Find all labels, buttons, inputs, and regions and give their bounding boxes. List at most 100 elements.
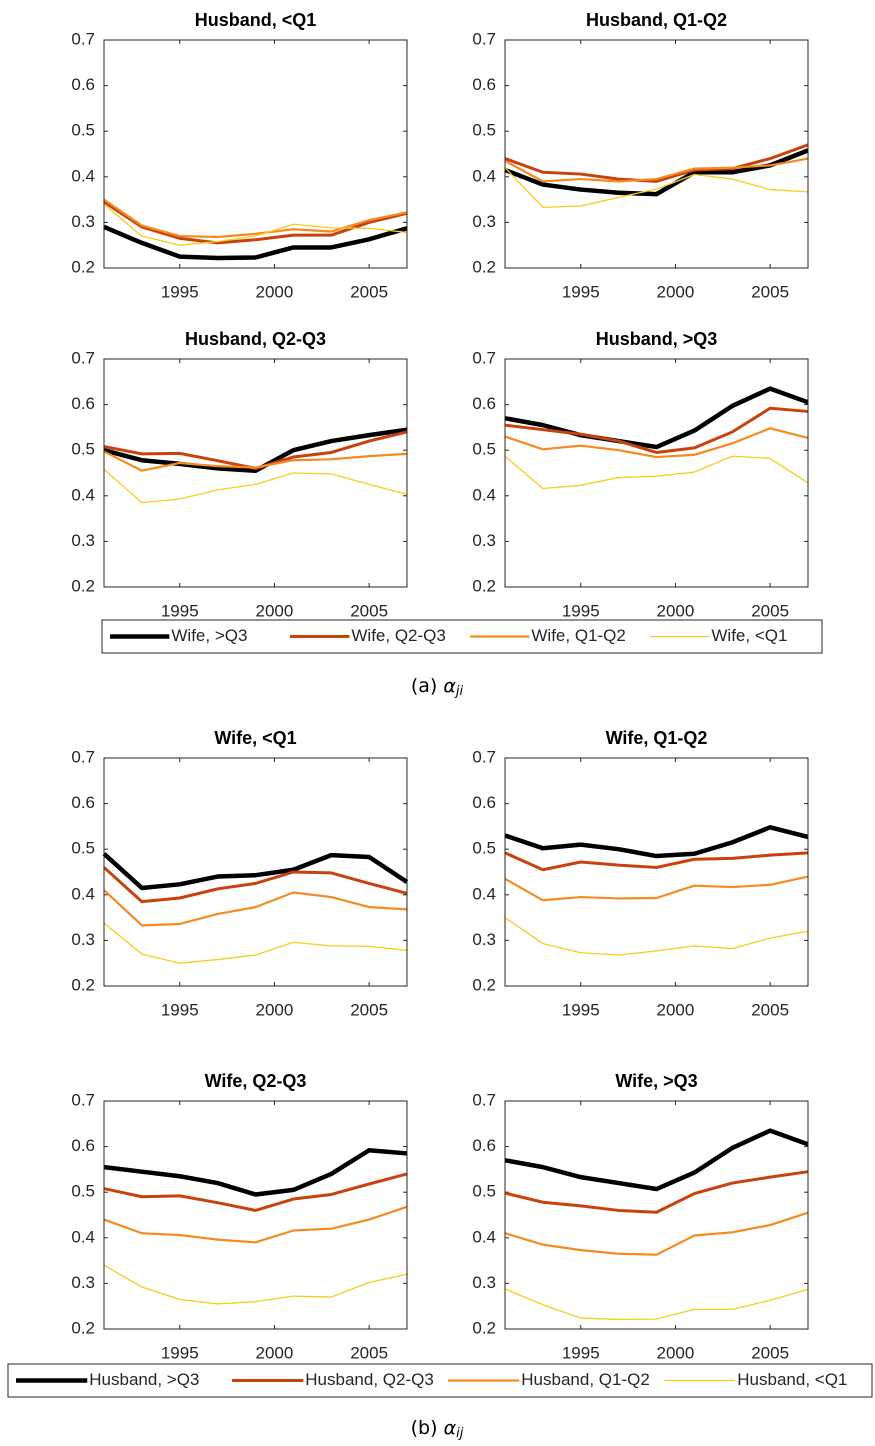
y-tick-label: 0.4 [472, 485, 496, 504]
x-tick-label: 2000 [657, 1343, 695, 1362]
data-line [504, 406, 809, 454]
plot-box [103, 39, 408, 269]
y-tick-label: 0.2 [472, 975, 496, 994]
y-tick-label: 0.7 [71, 747, 95, 766]
x-tick-label: 2000 [657, 282, 695, 301]
x-tick-label: 1995 [161, 601, 199, 620]
y-tick-label: 0.3 [71, 930, 95, 949]
data-line [103, 1205, 408, 1244]
caption-label: (a) [411, 675, 437, 697]
x-tick-label: 1995 [562, 282, 600, 301]
y-tick-label: 0.2 [71, 975, 95, 994]
caption-symbol: α [443, 675, 456, 697]
y-tick-label: 0.6 [472, 1136, 496, 1155]
data-line [103, 224, 408, 261]
legend-label: Husband, >Q3 [89, 1370, 199, 1389]
y-tick-label: 0.7 [472, 29, 496, 48]
y-tick-label: 0.7 [472, 1090, 496, 1109]
y-tick-label: 0.6 [71, 75, 95, 94]
y-tick-label: 0.6 [472, 394, 496, 413]
x-tick-label: 2000 [256, 282, 294, 301]
y-tick-label: 0.4 [472, 1227, 496, 1246]
chart-title: Husband, <Q1 [195, 10, 317, 30]
legend-label: Wife, <Q1 [711, 626, 787, 645]
plot-box [504, 1100, 809, 1330]
chart-title: Wife, >Q3 [615, 1071, 697, 1091]
x-tick-label: 2000 [657, 1000, 695, 1019]
x-tick-label: 2000 [256, 601, 294, 620]
y-tick-label: 0.3 [472, 212, 496, 231]
y-tick-label: 0.4 [71, 166, 95, 185]
data-line [103, 1172, 408, 1212]
data-line [103, 1264, 408, 1305]
plot-box [504, 358, 809, 588]
data-line [504, 455, 809, 490]
legend-label: Husband, Q1-Q2 [521, 1370, 650, 1389]
x-tick-label: 1995 [562, 601, 600, 620]
y-tick-label: 0.4 [71, 1227, 95, 1246]
y-tick-label: 0.2 [472, 1318, 496, 1337]
y-tick-label: 0.2 [472, 257, 496, 276]
data-line [504, 157, 809, 183]
data-line [504, 1128, 809, 1192]
y-tick-label: 0.3 [71, 212, 95, 231]
y-tick-label: 0.7 [472, 747, 496, 766]
y-tick-label: 0.3 [472, 930, 496, 949]
caption-subscript: ij [456, 1426, 464, 1441]
data-line [504, 875, 809, 902]
caption-symbol: α [444, 1417, 457, 1439]
y-tick-label: 0.5 [472, 440, 496, 459]
x-tick-label: 2005 [751, 601, 789, 620]
y-tick-label: 0.5 [71, 1182, 95, 1201]
data-line [504, 917, 809, 956]
legend-label: Wife, >Q3 [171, 626, 247, 645]
y-tick-label: 0.5 [71, 440, 95, 459]
x-tick-label: 1995 [161, 1343, 199, 1362]
legend-label: Wife, Q1-Q2 [531, 626, 625, 645]
y-tick-label: 0.6 [71, 793, 95, 812]
y-tick-label: 0.2 [71, 1318, 95, 1337]
data-line [103, 200, 408, 245]
data-line [504, 386, 809, 450]
y-tick-label: 0.3 [71, 531, 95, 550]
legend-label: Wife, Q2-Q3 [351, 626, 445, 645]
data-line [504, 143, 809, 183]
x-tick-label: 2000 [256, 1000, 294, 1019]
data-line [504, 825, 809, 859]
x-tick-label: 2005 [350, 601, 388, 620]
y-tick-label: 0.4 [71, 884, 95, 903]
y-tick-label: 0.5 [472, 1182, 496, 1201]
data-line [102, 852, 409, 891]
x-tick-label: 2000 [657, 601, 695, 620]
y-tick-label: 0.6 [472, 793, 496, 812]
data-line [103, 450, 408, 472]
chart-title: Wife, Q2-Q3 [205, 1071, 307, 1091]
y-tick-label: 0.2 [472, 576, 496, 595]
chart-title: Husband, Q2-Q3 [185, 329, 326, 349]
y-tick-label: 0.6 [71, 394, 95, 413]
y-tick-label: 0.2 [71, 257, 95, 276]
data-line [102, 866, 408, 904]
y-tick-label: 0.3 [472, 1273, 496, 1292]
data-line [504, 148, 809, 197]
y-tick-label: 0.6 [472, 75, 496, 94]
data-line [504, 1288, 809, 1321]
plot-box [103, 1100, 408, 1330]
caption-label: (b) [411, 1417, 438, 1439]
y-tick-label: 0.2 [71, 576, 95, 595]
data-line [103, 468, 408, 504]
legend-label: Husband, <Q1 [737, 1370, 847, 1389]
chart-title: Wife, Q1-Q2 [606, 728, 708, 748]
caption: (a) αji [411, 675, 464, 699]
y-tick-label: 0.3 [472, 531, 496, 550]
y-tick-label: 0.7 [71, 1090, 95, 1109]
x-tick-label: 1995 [161, 1000, 199, 1019]
x-tick-label: 2005 [350, 1343, 388, 1362]
data-line [103, 889, 408, 927]
y-tick-label: 0.4 [71, 485, 95, 504]
x-tick-label: 2005 [751, 282, 789, 301]
plot-box [504, 39, 809, 269]
x-tick-label: 2005 [751, 1343, 789, 1362]
